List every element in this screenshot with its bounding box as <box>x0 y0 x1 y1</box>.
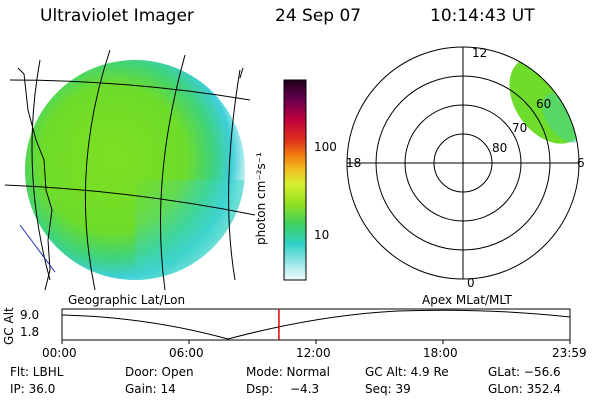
ip-info: IP: 36.0 <box>10 382 56 396</box>
polar-grid <box>346 46 580 280</box>
date-label: 24 Sep 07 <box>275 6 362 26</box>
geographic-image <box>4 49 256 290</box>
timeline-x-tick-1200: 12:00 <box>296 346 331 360</box>
colorbar-tick-10: 10 <box>314 228 330 242</box>
gc-alt-info: GC Alt: 4.9 Re <box>365 365 449 379</box>
altitude-curve <box>61 309 571 340</box>
colorbar-unit-label: photon cm⁻²s⁻¹ <box>254 152 268 245</box>
time-label: 10:14:43 UT <box>430 6 535 26</box>
timeline-x-tick-0000: 00:00 <box>42 346 77 360</box>
gain-info: Gain: 14 <box>125 382 176 396</box>
dsp-value: −4.3 <box>290 382 320 396</box>
timeline-y-tick-high: 9.0 <box>20 308 40 322</box>
mlt-label-6: 6 <box>577 156 585 170</box>
mlat-label-70: 70 <box>512 121 528 135</box>
coastline <box>17 67 53 290</box>
geographic-panel-title: Geographic Lat/Lon <box>68 293 186 307</box>
timeline-x-tick-1800: 18:00 <box>423 346 458 360</box>
timeline-x-tick-0600: 06:00 <box>169 346 204 360</box>
mlt-label-12: 12 <box>472 46 488 60</box>
altitude-timeline <box>61 308 571 344</box>
filter-info: Flt: LBHL <box>10 365 64 379</box>
apex-panel-title: Apex MLat/MLT <box>422 293 512 307</box>
colorbar <box>283 79 307 281</box>
polar-plot <box>346 46 580 280</box>
door-info: Door: Open <box>125 365 194 379</box>
timeline-x-tick-2359: 23:59 <box>552 346 587 360</box>
mlat-label-60: 60 <box>536 97 552 111</box>
seq-info: Seq: 39 <box>365 382 411 396</box>
mlt-label-0: 0 <box>467 276 475 290</box>
colorbar-tick-100: 100 <box>314 140 337 154</box>
mode-info: Mode: Normal <box>246 365 330 379</box>
dsp-label: Dsp: <box>246 382 274 396</box>
mlt-label-18: 18 <box>346 156 362 170</box>
timeline-y-tick-low: 1.8 <box>20 325 40 339</box>
glon-info: GLon: 352.4 <box>488 382 561 396</box>
lat-lon-grid <box>4 49 256 290</box>
glat-info: GLat: −56.6 <box>488 365 561 379</box>
timeline-y-label: GC Alt <box>2 307 16 345</box>
instrument-title: Ultraviolet Imager <box>40 6 194 26</box>
mlat-label-80: 80 <box>492 141 508 155</box>
